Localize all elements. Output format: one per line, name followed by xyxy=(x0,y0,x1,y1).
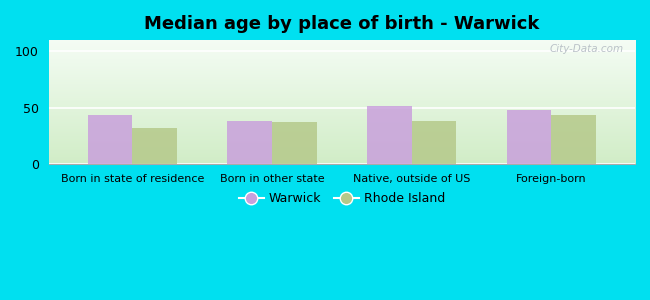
Title: Median age by place of birth - Warwick: Median age by place of birth - Warwick xyxy=(144,15,540,33)
Bar xyxy=(227,122,272,164)
Bar xyxy=(506,110,551,164)
Bar xyxy=(367,106,411,164)
Bar xyxy=(411,122,456,164)
Bar xyxy=(272,122,317,164)
Legend: Warwick, Rhode Island: Warwick, Rhode Island xyxy=(233,187,450,210)
Bar xyxy=(88,115,133,164)
Bar xyxy=(133,128,177,164)
Text: City-Data.com: City-Data.com xyxy=(549,44,623,54)
Bar xyxy=(551,115,596,164)
